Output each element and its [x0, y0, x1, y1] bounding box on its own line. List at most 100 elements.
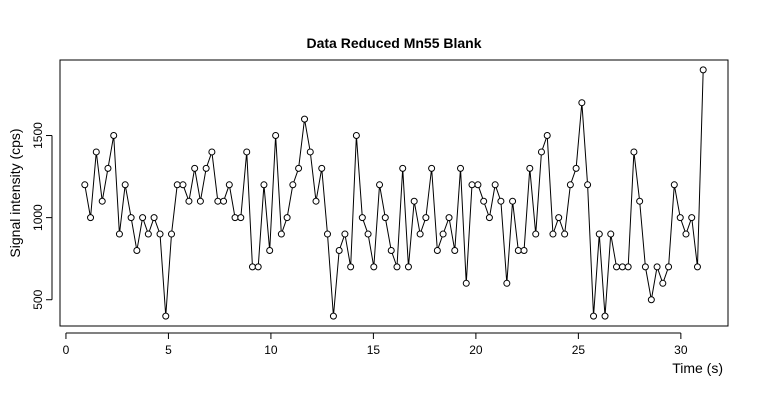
data-point: [139, 214, 147, 222]
data-point: [277, 230, 285, 238]
data-point: [162, 312, 170, 320]
data-point: [220, 197, 228, 205]
data-point: [491, 181, 499, 189]
data-point: [676, 214, 684, 222]
data-point: [561, 230, 569, 238]
data-point: [376, 181, 384, 189]
data-point: [584, 181, 592, 189]
data-point: [301, 115, 309, 123]
data-point: [445, 214, 453, 222]
x-axis-label: Time (s): [672, 360, 723, 376]
data-point: [243, 148, 251, 156]
data-point: [248, 263, 256, 271]
data-point: [457, 164, 465, 172]
data-point: [208, 148, 216, 156]
data-point: [416, 230, 424, 238]
data-point: [115, 230, 123, 238]
data-point: [647, 296, 655, 304]
data-point: [485, 214, 493, 222]
y-tick-label: 1000: [31, 204, 45, 231]
data-point: [503, 279, 511, 287]
data-point: [150, 214, 158, 222]
plot-frame: [59, 59, 729, 327]
data-point: [127, 214, 135, 222]
data-point: [191, 164, 199, 172]
data-point: [433, 246, 441, 254]
data-point: [341, 230, 349, 238]
data-point: [422, 214, 430, 222]
data-point: [312, 197, 320, 205]
data-point: [347, 263, 355, 271]
data-point: [636, 197, 644, 205]
data-point: [497, 197, 505, 205]
x-tick-label: 10: [264, 343, 278, 357]
data-point: [618, 263, 626, 271]
data-point: [566, 181, 574, 189]
data-point: [214, 197, 222, 205]
x-tick-label: 15: [367, 343, 381, 357]
data-point: [272, 132, 280, 140]
data-point: [323, 230, 331, 238]
data-point: [81, 181, 89, 189]
data-point: [202, 164, 210, 172]
data-point: [306, 148, 314, 156]
data-point: [260, 181, 268, 189]
data-point: [387, 246, 395, 254]
data-point: [98, 197, 106, 205]
data-point: [532, 230, 540, 238]
data-point: [329, 312, 337, 320]
data-point: [237, 214, 245, 222]
data-point: [607, 230, 615, 238]
data-point: [404, 263, 412, 271]
data-point: [693, 263, 701, 271]
data-point: [283, 214, 291, 222]
data-point: [364, 230, 372, 238]
data-point: [468, 181, 476, 189]
data-point: [144, 230, 152, 238]
data-point: [231, 214, 239, 222]
x-tick-label: 5: [165, 343, 172, 357]
data-point: [295, 164, 303, 172]
data-point: [196, 197, 204, 205]
data-point: [92, 148, 100, 156]
data-point: [578, 99, 586, 107]
data-point: [665, 263, 673, 271]
data-point: [133, 246, 141, 254]
data-point: [474, 181, 482, 189]
data-point: [318, 164, 326, 172]
data-point: [659, 279, 667, 287]
data-point: [699, 66, 707, 74]
data-point: [393, 263, 401, 271]
data-point: [549, 230, 557, 238]
data-point: [630, 148, 638, 156]
data-point: [462, 279, 470, 287]
chart-title: Data Reduced Mn55 Blank: [306, 35, 481, 51]
data-point: [381, 214, 389, 222]
y-tick-label: 1500: [31, 122, 45, 149]
data-point: [480, 197, 488, 205]
data-point: [641, 263, 649, 271]
data-point: [335, 246, 343, 254]
data-point: [289, 181, 297, 189]
x-tick-label: 30: [674, 343, 688, 357]
data-point: [624, 263, 632, 271]
data-point: [185, 197, 193, 205]
data-point: [352, 132, 360, 140]
data-point: [682, 230, 690, 238]
data-point: [572, 164, 580, 172]
data-point: [87, 214, 95, 222]
data-point: [537, 148, 545, 156]
data-point: [179, 181, 187, 189]
data-point: [266, 246, 274, 254]
data-point: [601, 312, 609, 320]
data-point: [670, 181, 678, 189]
data-point: [595, 230, 603, 238]
data-point: [520, 246, 528, 254]
data-point: [451, 246, 459, 254]
data-point: [509, 197, 517, 205]
x-tick-label: 20: [469, 343, 483, 357]
x-tick-label: 0: [63, 343, 70, 357]
data-point: [653, 263, 661, 271]
data-point: [555, 214, 563, 222]
